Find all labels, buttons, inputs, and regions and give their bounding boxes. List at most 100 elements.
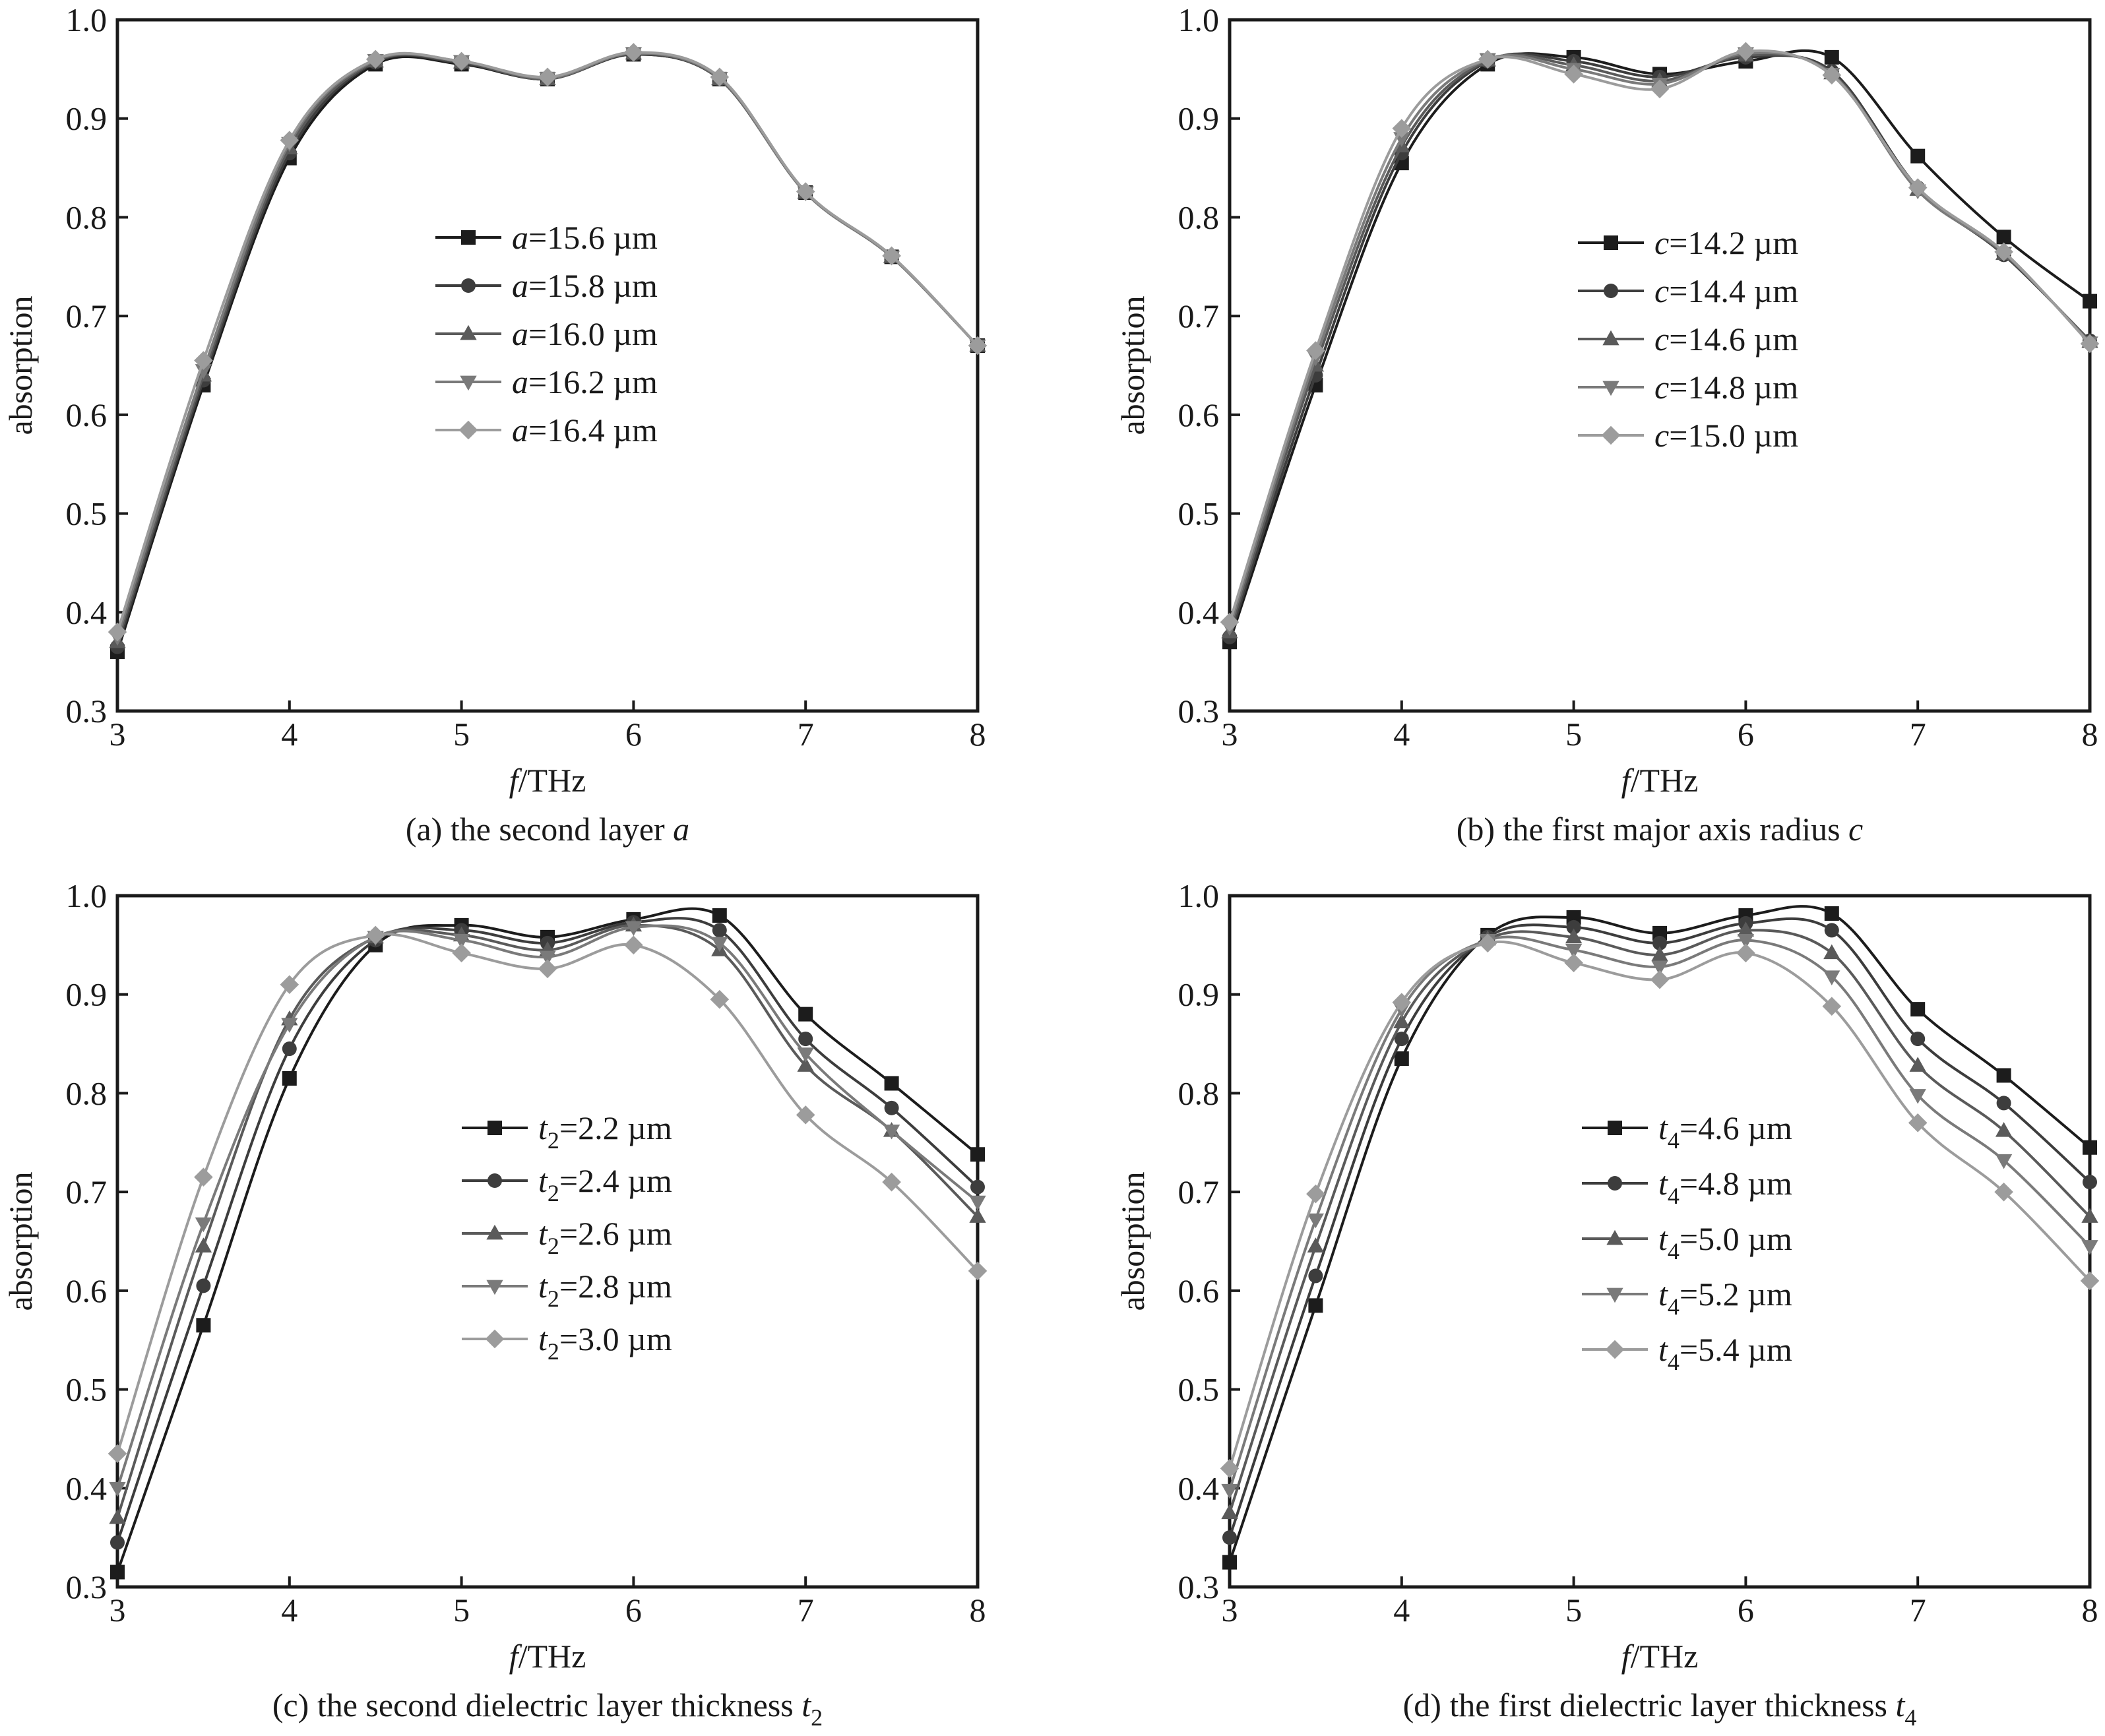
series-d-2 xyxy=(1221,921,2098,1520)
data-point xyxy=(282,1041,297,1057)
panel-caption: (d) the first dielectric layer thickness… xyxy=(1403,1687,1917,1731)
chart-panel-c: 3 4 5 6 7 8 0.3 0.4 0.5 0.6 0.7 0.8 0.9 1.0 f/THz absor… xyxy=(2,877,988,1731)
legend-marker xyxy=(486,1280,503,1295)
series-a-4 xyxy=(108,43,988,642)
legend-symbol: a xyxy=(512,363,528,400)
y-tick-label: 0.8 xyxy=(66,1074,108,1111)
data-point xyxy=(883,1124,900,1140)
y-tick-label: 0.8 xyxy=(66,199,108,235)
y-tick-label: 0.4 xyxy=(66,594,108,631)
plot-frame xyxy=(115,894,980,1589)
legend-marker xyxy=(1606,1287,1623,1303)
data-point xyxy=(1909,1089,1926,1104)
caption-subscript: 4 xyxy=(1904,1704,1916,1731)
legend-subscript: 4 xyxy=(1668,1183,1680,1209)
y-tick-label: 1.0 xyxy=(1178,1,1220,38)
caption-text: (d) the first dielectric layer thickness xyxy=(1403,1687,1896,1723)
y-tick-label: 0.9 xyxy=(66,100,108,137)
data-point xyxy=(110,1565,125,1580)
y-tick-label: 0.4 xyxy=(1178,594,1220,631)
x-tick-label: 8 xyxy=(970,716,986,753)
series-b-4 xyxy=(1220,42,2100,632)
series-line xyxy=(117,923,978,1518)
legend-entry: t2=2.8 µm xyxy=(538,1268,672,1312)
data-point xyxy=(1220,612,1240,632)
legend-marker xyxy=(487,1121,502,1135)
legend-symbol: t xyxy=(538,1268,548,1305)
x-axis-label: f/THz xyxy=(1621,762,1699,799)
legend-symbol: c xyxy=(1654,321,1669,357)
data-point xyxy=(280,131,299,150)
chart-panel-d: 3 4 5 6 7 8 0.3 0.4 0.5 0.6 0.7 0.8 0.9 1.0 f/THz absor… xyxy=(1114,877,2100,1731)
series-line xyxy=(1230,51,2090,628)
legend-value: =14.4 µm xyxy=(1669,272,1798,309)
x-tick-label: 7 xyxy=(1910,716,1926,753)
x-tick-label: 4 xyxy=(281,716,298,753)
legend-entry: t4=5.2 µm xyxy=(1658,1276,1792,1320)
data-point xyxy=(195,1217,212,1233)
x-tick-label: 8 xyxy=(2082,1592,2098,1628)
data-point xyxy=(1736,943,1755,963)
legend-subscript: 2 xyxy=(548,1338,559,1365)
data-point xyxy=(1306,1184,1325,1204)
legend-value: =3.0 µm xyxy=(559,1320,672,1357)
plot-frame xyxy=(1228,18,2092,713)
data-point xyxy=(109,1481,126,1497)
data-point xyxy=(1652,935,1667,950)
legend-marker xyxy=(1608,1121,1622,1135)
legend-subscript: 4 xyxy=(1668,1238,1680,1264)
legend-symbol: t xyxy=(538,1320,548,1357)
data-point xyxy=(1737,921,1755,937)
data-point xyxy=(969,1195,986,1211)
data-point xyxy=(625,921,643,937)
legend-symbol: t xyxy=(1658,1220,1668,1257)
x-tick-label: 3 xyxy=(1222,1592,1238,1628)
legend-marker xyxy=(461,230,476,245)
data-point xyxy=(1222,1530,1237,1545)
caption-text: (b) the first major axis radius xyxy=(1457,811,1848,848)
data-point xyxy=(1823,944,1840,960)
data-point xyxy=(1308,1268,1323,1284)
y-tick-label: 0.8 xyxy=(1178,199,1220,235)
y-tick-label: 0.7 xyxy=(1178,1173,1220,1210)
legend-entry: t4=5.4 µm xyxy=(1658,1331,1792,1375)
x-tick-label: 8 xyxy=(2082,716,2098,753)
data-point xyxy=(2083,1175,2097,1190)
legend-marker xyxy=(1604,235,1618,250)
y-tick-label: 0.5 xyxy=(66,1371,108,1408)
series-c-1 xyxy=(110,915,985,1550)
data-point xyxy=(1650,79,1670,99)
y-axis-label: absorption xyxy=(2,1171,39,1311)
x-tick-label: 8 xyxy=(970,1592,986,1628)
legend-symbol: t xyxy=(1658,1331,1668,1368)
legend-value: =14.8 µm xyxy=(1669,369,1798,406)
panel-caption: (a) the second layer a xyxy=(406,811,689,848)
y-tick-label: 0.6 xyxy=(1178,1272,1220,1309)
data-point xyxy=(1996,230,2011,245)
legend-entry: a=15.6 µm xyxy=(512,219,658,256)
data-point xyxy=(712,923,727,938)
y-tick-label: 0.9 xyxy=(66,976,108,1013)
legend-entry: c=14.4 µm xyxy=(1654,272,1798,309)
x-tick-label: 4 xyxy=(1393,716,1410,753)
y-tick-label: 0.7 xyxy=(66,297,108,334)
legend-subscript: 4 xyxy=(1668,1127,1680,1154)
data-point xyxy=(1824,906,1839,921)
legend-subscript: 4 xyxy=(1668,1293,1680,1320)
legend: c=14.2 µmc=14.4 µmc=14.6 µmc=14.8 µmc=15… xyxy=(1578,224,1798,454)
legend-marker xyxy=(1604,284,1618,298)
data-point xyxy=(882,1172,901,1192)
legend-value: =4.6 µm xyxy=(1680,1109,1792,1146)
series-line xyxy=(117,907,978,1573)
legend-symbol: c xyxy=(1654,417,1669,454)
legend-value: =15.6 µm xyxy=(528,219,658,256)
data-point xyxy=(1221,1504,1238,1520)
data-point xyxy=(1394,1032,1409,1047)
data-point xyxy=(280,975,299,995)
legend-value: =16.4 µm xyxy=(528,412,658,449)
data-point xyxy=(452,943,471,963)
legend-subscript: 4 xyxy=(1668,1349,1680,1375)
data-point xyxy=(968,1261,988,1281)
y-tick-label: 0.3 xyxy=(1178,1568,1220,1605)
legend-marker xyxy=(458,420,478,440)
